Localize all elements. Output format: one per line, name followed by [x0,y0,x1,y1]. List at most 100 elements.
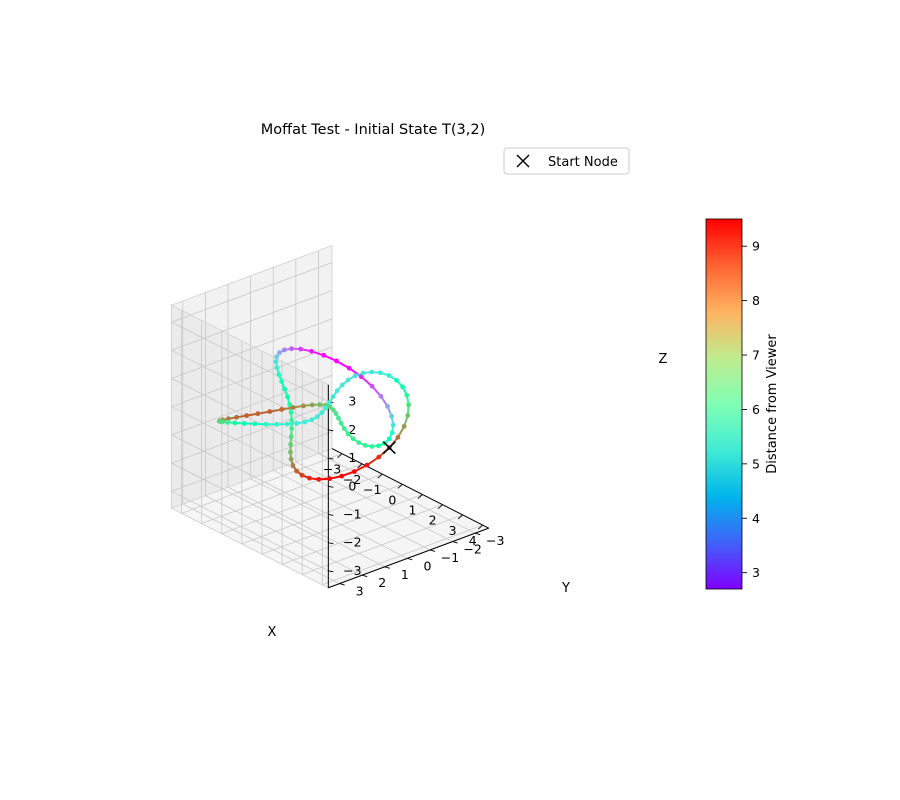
knot-node [309,402,315,408]
knot-node [362,442,368,448]
gridline-z-side [171,262,333,323]
knot-node [386,436,392,442]
knot-node [389,413,395,419]
knot-node [267,409,273,414]
knot-node [330,407,336,413]
y-tick [339,583,345,586]
knot-node [330,394,336,400]
gridline-z-side [171,346,333,408]
knot-node [378,370,383,376]
z-tick-label: 0 [348,478,356,493]
z-tick [328,485,334,488]
knot-node [376,443,381,449]
z-tick-label: −3 [343,563,361,578]
z-tick-label: −2 [343,535,361,550]
z-tick [328,457,334,460]
knot-node [369,383,375,389]
knot-node [336,415,341,421]
knot-node [339,382,345,388]
y-tick-label: −3 [486,533,504,548]
x-tick [457,514,463,520]
knot-node [302,419,308,425]
knot-node [326,400,332,405]
x-tick [437,504,443,510]
gridline-y-floor [182,503,340,584]
colorbar-label: Distance from Viewer [765,334,780,474]
knot-node [219,419,225,425]
knot-node [224,419,230,425]
x-tick-label: −1 [363,482,381,497]
knot-node [299,472,305,478]
knot-node [360,370,366,376]
z-tick [328,542,334,545]
knot-node [288,456,294,462]
knot-node [307,475,312,481]
knot-node [309,348,314,354]
x-tick-label: −2 [343,472,361,487]
knot-node [346,365,352,371]
gridline-y-floor [295,461,453,542]
colorbar-tick-label: 5 [752,456,760,471]
knot-node [400,384,406,390]
knot-node [288,442,294,447]
x-axis-label: X [268,625,277,640]
knot-node [319,410,325,416]
knot-node [290,405,296,410]
z-tick-label: 1 [348,450,356,465]
gridline-x-floor [322,524,483,586]
gridline-z-side [171,431,333,492]
y-tick [475,532,481,536]
x-tick [337,453,343,459]
knot-node [226,416,231,422]
knot-node [314,414,320,420]
colorbar-gradient [705,218,743,590]
knot-node [232,420,238,426]
knot-node [321,352,327,358]
colorbar-tick-label: 9 [752,239,760,254]
x-tick [357,463,363,469]
knot-node [274,365,280,371]
x-tick-label: 4 [469,533,477,548]
colorbar-ticks: 3 4 5 6 7 8 9 [742,239,760,580]
knot-node [263,421,269,427]
knot-node [289,426,295,431]
gridline-z-back [171,321,329,403]
y-axis-label: Y [561,581,570,596]
y-tick-label: 1 [401,567,409,582]
knot-node [294,468,300,474]
colorbar-tick-label: 8 [752,293,760,308]
gridline-y-floor [205,495,363,576]
gridline-z-side [171,290,333,351]
start-node-x-stroke [382,441,396,455]
knot-node [345,377,351,383]
gridline-z-side [171,403,333,464]
x-tick-label: −3 [323,462,341,477]
gridline-y-floor [250,478,408,559]
knot-node [298,346,304,352]
legend-marker-x [516,154,530,168]
knot-node [244,413,249,419]
knot-node [323,405,329,411]
knot-node [317,402,323,408]
y-tick-label: 0 [423,558,431,573]
knot-node [351,469,357,474]
knot-node [390,422,396,428]
knot-node [401,423,407,429]
knot-node [255,411,261,417]
knot-node [288,449,293,455]
y-tick-label: −1 [441,550,459,565]
knot-node [290,463,296,468]
gridline-z-side [171,318,333,379]
x-tick-label: 0 [388,492,396,507]
knot-node [277,350,282,356]
x-tick-label: 1 [408,502,416,517]
colorbar-tick-label: 6 [752,402,760,417]
gridline-x-floor [261,494,423,555]
x-tick [397,483,403,489]
knot-node [356,440,362,446]
knot-node [241,421,247,426]
legend-box [503,147,630,175]
knot-node [288,434,294,439]
